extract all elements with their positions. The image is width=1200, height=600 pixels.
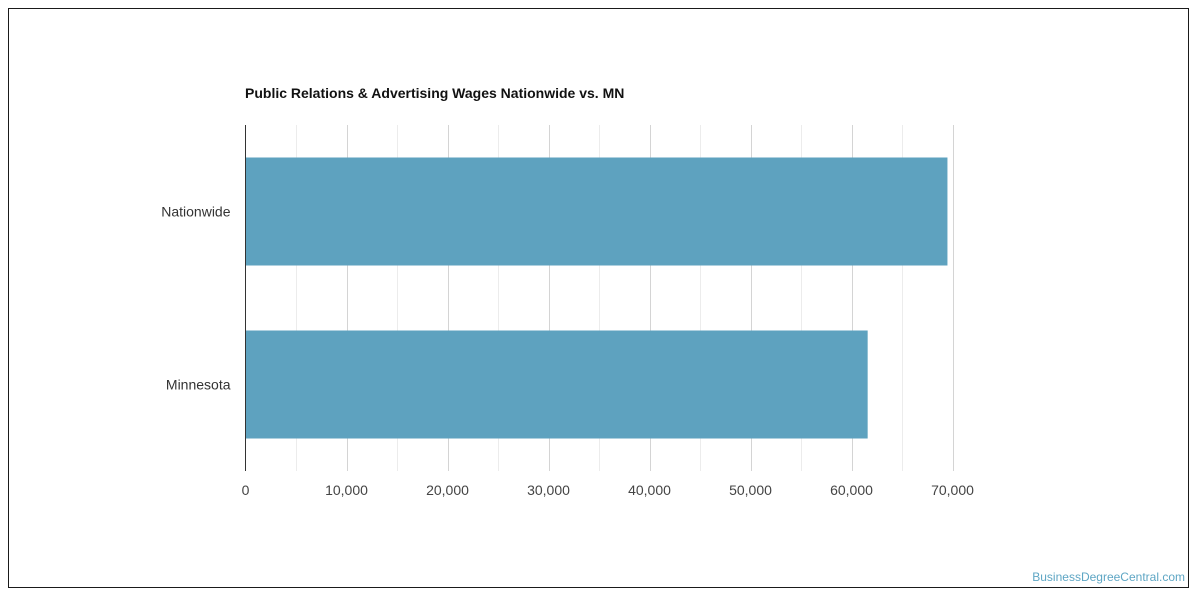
x-tick-label: 70,000 bbox=[931, 482, 974, 498]
category-labels: Nationwide Minnesota bbox=[161, 204, 230, 393]
chart-title: Public Relations & Advertising Wages Nat… bbox=[245, 85, 625, 101]
x-tick-label: 0 bbox=[242, 482, 250, 498]
bar-minnesota bbox=[245, 330, 868, 439]
x-tick-labels: 0 10,000 20,000 30,000 40,000 50,000 60,000 70,… bbox=[242, 482, 975, 498]
bar-nationwide bbox=[245, 157, 948, 266]
x-tick-label: 40,000 bbox=[628, 482, 671, 498]
x-tick-label: 50,000 bbox=[729, 482, 772, 498]
category-label: Nationwide bbox=[161, 204, 230, 220]
category-label: Minnesota bbox=[166, 377, 231, 393]
chart-frame bbox=[8, 8, 1189, 588]
x-tick-label: 20,000 bbox=[426, 482, 469, 498]
x-tick-label: 30,000 bbox=[527, 482, 570, 498]
x-tick-label: 10,000 bbox=[325, 482, 368, 498]
x-tick-label: 60,000 bbox=[830, 482, 873, 498]
watermark: BusinessDegreeCentral.com bbox=[1032, 570, 1185, 584]
bars bbox=[245, 157, 948, 439]
